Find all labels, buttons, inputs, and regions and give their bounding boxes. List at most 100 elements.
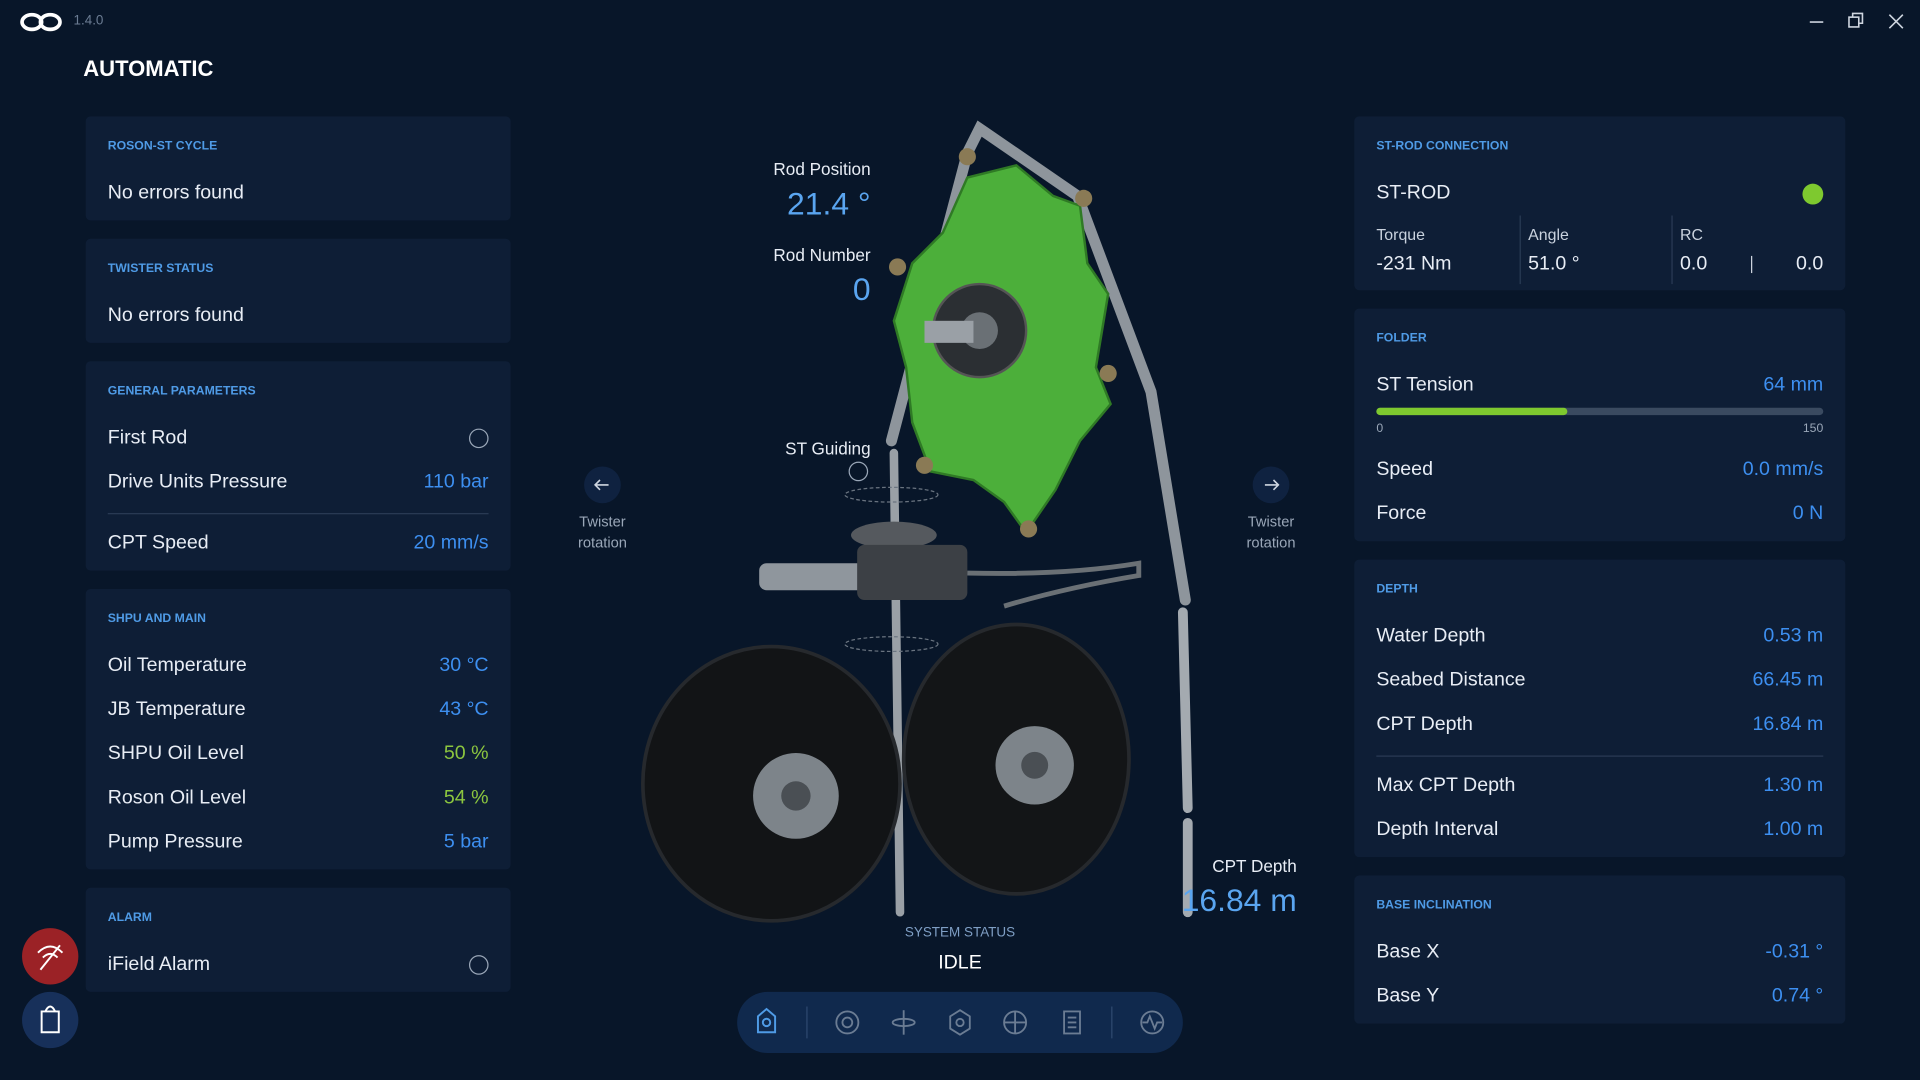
param-row: Oil Temperature 30 °C — [108, 644, 489, 688]
toolbar-diagnostics-part[interactable] — [1142, 1013, 1163, 1032]
window-close[interactable] — [1888, 14, 1904, 29]
toolbar-automatic-part[interactable] — [761, 1017, 772, 1028]
system-status-value: IDLE — [938, 952, 982, 974]
twister-unit-part — [851, 521, 937, 549]
panel: GENERAL PARAMETERS First Rod Drive Units P… — [85, 361, 511, 571]
panel-title: BASE INCLINATION — [1376, 898, 1492, 913]
connection-button-part[interactable] — [37, 945, 64, 959]
param-row: CPT Depth 16.84 m — [1376, 703, 1823, 747]
toolbar-automatic-part[interactable] — [756, 1007, 777, 1034]
connection-button[interactable] — [22, 928, 79, 985]
toolbar-diagnostics-part[interactable] — [1140, 1010, 1165, 1035]
toolbar-diagnostics[interactable] — [1140, 1010, 1165, 1035]
toolbar-part — [737, 991, 1183, 1054]
twister-right-button[interactable] — [1252, 466, 1290, 504]
toolbar-log[interactable] — [1063, 1010, 1081, 1035]
param-row: Drive Units Pressure 110 bar — [108, 460, 489, 504]
app-logo-part — [38, 12, 62, 32]
window-restore-part[interactable] — [1848, 16, 1860, 28]
green-gear-part-part — [888, 258, 907, 276]
twister-right-button-part[interactable] — [1264, 479, 1280, 491]
row-group: Max CPT Depth 1.30 m Depth Interval 1.00 m — [1376, 755, 1824, 853]
param-row: No errors found — [108, 294, 489, 338]
twister-right-label: Twister rotation — [1246, 513, 1296, 552]
green-gear-part-part — [1099, 364, 1117, 383]
toolbar-automatic[interactable] — [756, 1007, 777, 1034]
toolbar-twister-part[interactable] — [891, 1017, 916, 1028]
param-row: JB Temperature 43 °C — [108, 688, 489, 732]
status-indicator — [468, 955, 489, 975]
twister-unit — [759, 521, 1142, 609]
row-group: No errors found — [108, 171, 489, 215]
toolbar-folder-part[interactable] — [1004, 1011, 1027, 1034]
readout-value: 51.0 ° — [1528, 253, 1671, 275]
store-button-part[interactable] — [22, 991, 79, 1049]
rods-part — [1177, 607, 1193, 814]
row-group: First Rod Drive Units Pressure 110 bar — [108, 416, 489, 504]
param-value: 43 °C — [439, 699, 489, 720]
toolbar-drums[interactable] — [835, 1010, 860, 1035]
readout-label: RC — [1680, 224, 1703, 244]
param-row: Roson Oil Level 54 % — [108, 776, 489, 820]
param-row: ST-ROD — [1376, 171, 1824, 215]
guide-rings-part — [844, 636, 939, 653]
param-value: 5 bar — [443, 831, 489, 853]
readout: Torque -231 Nm — [1376, 216, 1519, 285]
twister-left-button-part[interactable] — [593, 479, 609, 491]
toolbar-gear-part[interactable] — [955, 1017, 965, 1028]
row-group: Oil Temperature 30 °C JB Temperature 43 °C S… — [108, 644, 489, 864]
toolbar-twister[interactable] — [891, 1010, 916, 1035]
store-button-part[interactable] — [40, 1005, 60, 1034]
separator — [1751, 255, 1753, 273]
tension-fill — [1376, 407, 1568, 416]
store-button[interactable] — [22, 991, 79, 1049]
toolbar-gear[interactable] — [949, 1009, 971, 1036]
panel-title: GENERAL PARAMETERS — [107, 384, 256, 398]
cpt-depth-label: CPT Depth — [1212, 855, 1297, 876]
toolbar-folder[interactable] — [1003, 1010, 1028, 1035]
readout-value: -231 Nm — [1376, 253, 1519, 275]
twister-left-button[interactable] — [584, 466, 621, 504]
param-row: CPT Speed 20 mm/s — [108, 522, 489, 566]
param-value: 0.0 mm/s — [1742, 459, 1824, 480]
readout-value: 0.0 — [1680, 252, 1708, 274]
twister-unit-part — [857, 544, 968, 600]
cpt-depth-value: 16.84 m — [1181, 881, 1297, 919]
param-row: Force 0 N — [1376, 492, 1823, 536]
readout: Angle 51.0 ° — [1519, 215, 1672, 285]
toolbar-drums-part[interactable] — [841, 1016, 854, 1029]
drum-wheels-part — [781, 781, 811, 811]
toolbar-gear-part[interactable] — [949, 1009, 971, 1036]
rod-position-label: Rod Position — [773, 159, 871, 179]
param-value: 50 % — [443, 743, 489, 765]
param-row: Base Y 0.74 ° — [1376, 975, 1823, 1019]
readout-value: 0.0 0.0 — [1680, 253, 1823, 275]
param-label: Speed — [1376, 459, 1433, 480]
param-value: 64 mm — [1763, 374, 1824, 396]
window-restore[interactable] — [1848, 12, 1864, 28]
param-label: Seabed Distance — [1376, 669, 1526, 691]
param-value: 110 bar — [423, 471, 489, 493]
param-value: 66.45 m — [1752, 669, 1824, 691]
param-label: Drive Units Pressure — [107, 471, 288, 493]
window-restore-part[interactable] — [1851, 12, 1864, 25]
row-group: iField Alarm — [108, 943, 489, 987]
connection-button-part[interactable] — [39, 944, 61, 971]
panel: ST-ROD CONNECTION ST-ROD Torque -231 Nm Angl… — [1354, 116, 1846, 291]
panel: DEPTH Water Depth 0.53 m Seabed Distance 66.… — [1354, 559, 1846, 858]
toolbar-log-part[interactable] — [1063, 1010, 1081, 1035]
param-label: No errors found — [107, 182, 244, 204]
param-label: SHPU Oil Level — [107, 743, 244, 765]
toolbar-log-part[interactable] — [1067, 1016, 1077, 1029]
drum-wheels — [641, 622, 1131, 923]
toolbar-drums-part[interactable] — [835, 1010, 860, 1035]
param-row: Depth Interval 1.00 m — [1376, 808, 1823, 852]
readout-label: Torque — [1376, 224, 1425, 244]
readout-value: 51.0 ° — [1528, 252, 1580, 274]
window-close-part[interactable] — [1888, 14, 1904, 29]
st-guiding-label: ST Guiding — [785, 438, 871, 458]
green-gear-part-part — [958, 148, 976, 166]
